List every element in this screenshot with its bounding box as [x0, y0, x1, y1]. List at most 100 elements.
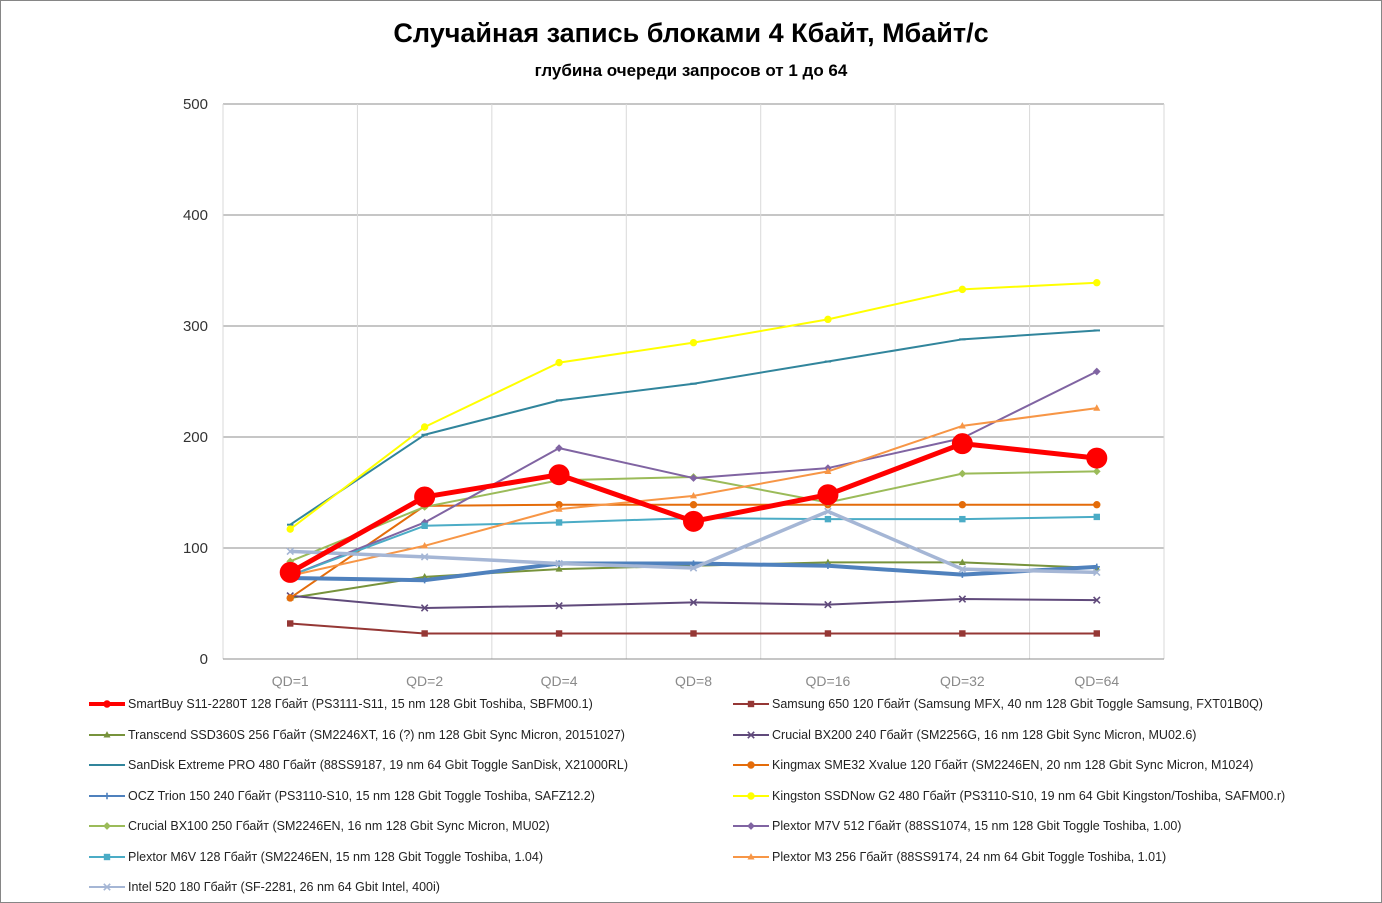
legend-item: SmartBuy S11-2280T 128 Гбайт (PS3111-S11… — [88, 694, 593, 714]
legend-item: Plextor M7V 512 Гбайт (88SS1074, 15 nm 1… — [732, 816, 1181, 836]
data-point — [958, 285, 967, 294]
data-point — [1093, 513, 1100, 521]
series-2 — [287, 620, 1100, 637]
data-point — [286, 525, 294, 533]
x-tick-label: QD=2 — [406, 673, 443, 689]
data-point — [287, 620, 294, 627]
y-tick-label: 400 — [183, 207, 208, 224]
series-7 — [287, 560, 1100, 584]
data-point — [958, 558, 966, 565]
series-4 — [286, 591, 1101, 612]
data-point — [689, 474, 698, 482]
data-point — [548, 464, 570, 486]
legend-swatch — [89, 792, 125, 799]
data-point — [958, 595, 967, 603]
legend-item: Kingmax SME32 Xvalue 120 Гбайт (SM2246EN… — [732, 755, 1253, 775]
data-point — [286, 594, 294, 602]
data-point — [421, 522, 428, 529]
data-point — [959, 515, 966, 523]
data-point — [824, 558, 832, 565]
data-point — [420, 518, 429, 527]
data-point — [420, 553, 429, 561]
data-point — [414, 486, 436, 508]
x-tick-label: QD=1 — [272, 673, 309, 689]
data-point — [555, 565, 563, 572]
data-point — [824, 315, 832, 324]
legend-swatch — [733, 852, 769, 860]
data-point — [689, 491, 698, 499]
data-point — [958, 565, 967, 573]
data-point — [555, 519, 563, 526]
data-point — [689, 501, 698, 509]
legend-swatch — [89, 730, 125, 738]
chart-title: Случайная запись блоками 4 Кбайт, Мбайт/… — [393, 18, 989, 48]
data-point — [1086, 447, 1108, 469]
legend-item: Kingston SSDNow G2 480 Гбайт (PS3110-S10… — [732, 786, 1285, 806]
legend-swatch — [733, 791, 769, 800]
data-point — [824, 515, 832, 523]
data-point — [824, 467, 832, 474]
y-tick-label: 200 — [183, 429, 208, 446]
data-point — [689, 598, 698, 607]
legend-item: Transcend SSD360S 256 Гбайт (SM2246XT, 1… — [88, 725, 625, 745]
legend-label: Plextor M7V 512 Гбайт (88SS1074, 15 nm 1… — [772, 819, 1182, 833]
data-point — [690, 560, 697, 567]
legend-label: Crucial BX200 240 Гбайт (SM2256G, 16 nm … — [772, 727, 1197, 742]
data-point — [959, 571, 966, 578]
legend-swatch — [733, 730, 769, 739]
series-1 — [279, 433, 1108, 583]
legend-label: Plextor M6V 128 Гбайт (SM2246EN, 15 nm 1… — [128, 849, 544, 864]
data-point — [958, 501, 967, 509]
legend-item: Intel 520 180 Гбайт (SF-2281, 26 nm 64 G… — [88, 877, 440, 897]
data-point — [1093, 596, 1101, 604]
data-point — [1093, 279, 1101, 287]
legend-swatch — [733, 700, 769, 708]
chart-subtitle: глубина очереди запросов от 1 до 64 — [534, 61, 848, 80]
data-point — [959, 630, 966, 637]
data-point — [286, 547, 294, 556]
legend-swatch — [733, 761, 769, 769]
data-point — [817, 484, 839, 506]
legend-item: Plextor M6V 128 Гбайт (SM2246EN, 15 nm 1… — [88, 847, 543, 867]
data-point — [421, 573, 429, 580]
legend-item: Samsung 650 120 Гбайт (Samsung MFX, 40 n… — [732, 694, 1263, 714]
legend-label: SanDisk Extreme PRO 480 Гбайт (88SS9187,… — [128, 758, 628, 772]
legend-item: Plextor M3 256 Гбайт (88SS9174, 24 nm 64… — [732, 847, 1166, 867]
legend: SmartBuy S11-2280T 128 Гбайт (PS3111-S11… — [88, 694, 1378, 899]
data-point — [421, 576, 428, 584]
legend-item: SanDisk Extreme PRO 480 Гбайт (88SS9187,… — [88, 755, 628, 775]
x-tick-label: QD=64 — [1074, 673, 1119, 689]
x-tick-label: QD=16 — [806, 673, 851, 689]
data-point — [1092, 467, 1101, 476]
data-point — [689, 564, 698, 572]
x-tick-label: QD=32 — [940, 673, 985, 689]
data-point — [1093, 630, 1100, 637]
y-tick-label: 0 — [200, 651, 208, 668]
data-point — [689, 338, 698, 347]
legend-item: Crucial BX100 250 Гбайт (SM2246EN, 16 nm… — [88, 816, 550, 836]
plot-background — [223, 104, 1164, 659]
legend-label: Intel 520 180 Гбайт (SF-2281, 26 nm 64 G… — [128, 880, 440, 894]
data-point — [958, 469, 967, 478]
legend-label: OCZ Trion 150 240 Гбайт (PS3110-S10, 15 … — [128, 788, 595, 803]
legend-item: OCZ Trion 150 240 Гбайт (PS3110-S10, 15 … — [88, 786, 595, 806]
data-point — [555, 559, 563, 568]
data-point — [824, 507, 832, 516]
data-point — [951, 433, 973, 455]
data-point — [555, 358, 563, 367]
legend-swatch — [89, 883, 125, 891]
data-point — [824, 630, 832, 637]
legend-swatch — [89, 764, 125, 766]
legend-swatch — [89, 853, 125, 860]
data-point — [683, 510, 704, 532]
y-tick-label: 100 — [183, 540, 208, 557]
legend-swatch — [89, 822, 125, 830]
data-point — [421, 630, 428, 637]
legend-label: Samsung 650 120 Гбайт (Samsung MFX, 40 n… — [772, 697, 1263, 711]
series-13 — [286, 507, 1101, 577]
legend-swatch — [733, 822, 769, 830]
data-point — [420, 423, 429, 431]
data-point — [555, 444, 563, 452]
x-tick-label: QD=8 — [675, 673, 712, 689]
x-tick-label: QD=4 — [541, 673, 578, 689]
